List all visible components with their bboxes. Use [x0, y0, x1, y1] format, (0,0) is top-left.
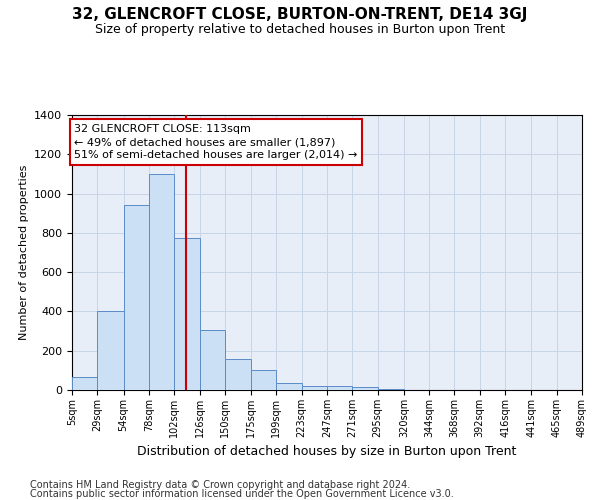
Text: Size of property relative to detached houses in Burton upon Trent: Size of property relative to detached ho… — [95, 22, 505, 36]
Text: Contains HM Land Registry data © Crown copyright and database right 2024.: Contains HM Land Registry data © Crown c… — [30, 480, 410, 490]
Bar — [199, 330, 225, 390]
Bar — [72, 377, 97, 390]
Bar — [149, 174, 174, 390]
X-axis label: Distribution of detached houses by size in Burton upon Trent: Distribution of detached houses by size … — [137, 446, 517, 458]
Text: 32 GLENCROFT CLOSE: 113sqm
← 49% of detached houses are smaller (1,897)
51% of s: 32 GLENCROFT CLOSE: 113sqm ← 49% of deta… — [74, 124, 358, 160]
Bar — [251, 370, 277, 390]
Bar — [302, 386, 327, 390]
Bar — [377, 389, 404, 390]
Bar — [225, 358, 251, 390]
Bar — [352, 387, 377, 390]
Text: Contains public sector information licensed under the Open Government Licence v3: Contains public sector information licen… — [30, 489, 454, 499]
Bar — [277, 383, 302, 390]
Y-axis label: Number of detached properties: Number of detached properties — [19, 165, 29, 340]
Text: 32, GLENCROFT CLOSE, BURTON-ON-TRENT, DE14 3GJ: 32, GLENCROFT CLOSE, BURTON-ON-TRENT, DE… — [73, 8, 527, 22]
Bar — [97, 312, 124, 390]
Bar — [124, 206, 149, 390]
Bar — [327, 386, 352, 390]
Bar — [174, 238, 199, 390]
